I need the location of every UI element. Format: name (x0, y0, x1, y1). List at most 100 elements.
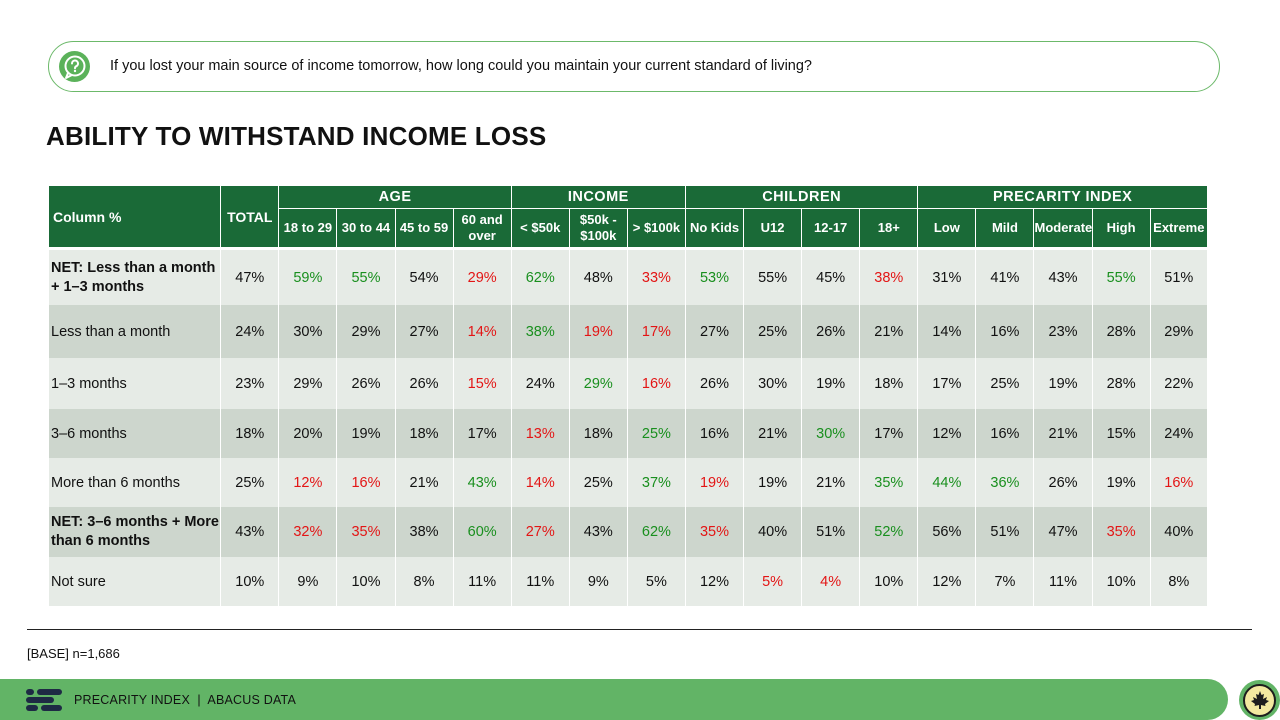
group-header-income: INCOME (511, 186, 686, 209)
table-cell: 59% (279, 250, 338, 305)
column-header: $50k - $100k (569, 209, 628, 250)
table-cell: 12% (918, 557, 977, 606)
column-header: 12-17 (802, 209, 861, 250)
table-cell: 12% (685, 557, 745, 606)
table-cell: 15% (453, 358, 512, 409)
table-cell: 18% (395, 409, 454, 458)
row-label: 3–6 months (49, 409, 222, 458)
table-cell: 29% (569, 358, 628, 409)
table-cell: 17% (918, 358, 977, 409)
table-cell: 51% (976, 507, 1035, 557)
table-cell: 20% (279, 409, 338, 458)
column-header: High (1092, 209, 1151, 250)
row-label: NET: Less than a month + 1–3 months (49, 250, 222, 305)
table-row: 3–6 months 18% 20% 19% 18% 17% 13% 18% 25% 16% 21%… (49, 409, 1208, 458)
table-cell: 52% (860, 507, 919, 557)
table-cell: 21% (1034, 409, 1093, 458)
table-cell: 44% (918, 458, 977, 507)
table-cell: 19% (802, 358, 861, 409)
group-header-children: CHILDREN (685, 186, 919, 209)
table-cell: 26% (1034, 458, 1093, 507)
table-cell: 62% (627, 507, 686, 557)
table-row: 1–3 months 23% 29% 26% 26% 15% 24% 29% 16% 26% 30%… (49, 358, 1208, 409)
table-cell: 53% (685, 250, 745, 305)
table-cell: 21% (744, 409, 803, 458)
table-cell: 55% (744, 250, 803, 305)
table-cell: 45% (802, 250, 861, 305)
column-header: 18+ (860, 209, 919, 250)
column-header: No Kids (685, 209, 745, 250)
table-cell: 19% (337, 409, 396, 458)
table-cell: 60% (453, 507, 512, 557)
abacus-logo-icon (24, 688, 64, 712)
question-text: If you lost your main source of income t… (110, 58, 812, 74)
table-cell: 27% (395, 305, 454, 358)
table-row: NET: Less than a month + 1–3 months 47% 59… (49, 250, 1208, 305)
footer-text: PRECARITY INDEX | ABACUS DATA (74, 693, 296, 707)
table-cell: 16% (685, 409, 745, 458)
footer-badge (1239, 680, 1280, 720)
table-cell: 62% (511, 250, 570, 305)
table-cell: 28% (1092, 305, 1151, 358)
table-cell: 9% (569, 557, 628, 606)
table-cell: 25% (744, 305, 803, 358)
row-label: NET: 3–6 months + More than 6 months (49, 507, 222, 557)
row-label: 1–3 months (49, 358, 222, 409)
table-cell: 35% (685, 507, 745, 557)
table-cell: 43% (453, 458, 512, 507)
column-header: Low (918, 209, 977, 250)
table-cell: 24% (1150, 409, 1208, 458)
table-cell: 22% (1150, 358, 1208, 409)
question-box: If you lost your main source of income t… (48, 41, 1220, 92)
table-cell: 43% (221, 507, 280, 557)
table-cell: 10% (1092, 557, 1151, 606)
table-cell: 10% (221, 557, 280, 606)
page-title: ABILITY TO WITHSTAND INCOME LOSS (46, 121, 547, 151)
table-cell: 47% (221, 250, 280, 305)
column-header: < $50k (511, 209, 570, 250)
table-cell: 21% (395, 458, 454, 507)
base-note: [BASE] n=1,686 (27, 646, 120, 661)
table-cell: 38% (511, 305, 570, 358)
column-header: 30 to 44 (337, 209, 396, 250)
table-cell: 19% (685, 458, 745, 507)
table-cell: 11% (453, 557, 512, 606)
table-cell: 33% (627, 250, 686, 305)
column-header: Mild (976, 209, 1035, 250)
table-cell: 14% (453, 305, 512, 358)
table-cell: 25% (569, 458, 628, 507)
table-row: NET: 3–6 months + More than 6 months 43% 3… (49, 507, 1208, 557)
table-cell: 30% (744, 358, 803, 409)
row-label: More than 6 months (49, 458, 222, 507)
table-cell: 35% (337, 507, 396, 557)
table-cell: 29% (1150, 305, 1208, 358)
table-cell: 41% (976, 250, 1035, 305)
table-cell: 27% (511, 507, 570, 557)
table-cell: 48% (569, 250, 628, 305)
group-header-precarity-index: PRECARITY INDEX (918, 186, 1208, 209)
table-cell: 37% (627, 458, 686, 507)
crosstab-table: Column % TOTAL AGE INCOME CHILDREN PRECARIT… (49, 186, 1208, 606)
table-cell: 28% (1092, 358, 1151, 409)
column-header: 60 and over (453, 209, 512, 250)
table-cell: 51% (802, 507, 861, 557)
column-header: > $100k (627, 209, 686, 250)
table-cell: 17% (860, 409, 919, 458)
table-cell: 43% (1034, 250, 1093, 305)
table-cell: 16% (976, 305, 1035, 358)
table-cell: 17% (627, 305, 686, 358)
table-cell: 29% (279, 358, 338, 409)
table-cell: 19% (744, 458, 803, 507)
table-cell: 23% (1034, 305, 1093, 358)
table-cell: 16% (976, 409, 1035, 458)
table-cell: 18% (221, 409, 280, 458)
table-cell: 8% (1150, 557, 1208, 606)
table-cell: 12% (918, 409, 977, 458)
table-cell: 30% (279, 305, 338, 358)
table-cell: 36% (976, 458, 1035, 507)
table-cell: 38% (860, 250, 919, 305)
table-cell: 30% (802, 409, 861, 458)
table-cell: 24% (221, 305, 280, 358)
table-cell: 21% (860, 305, 919, 358)
table-cell: 29% (453, 250, 512, 305)
